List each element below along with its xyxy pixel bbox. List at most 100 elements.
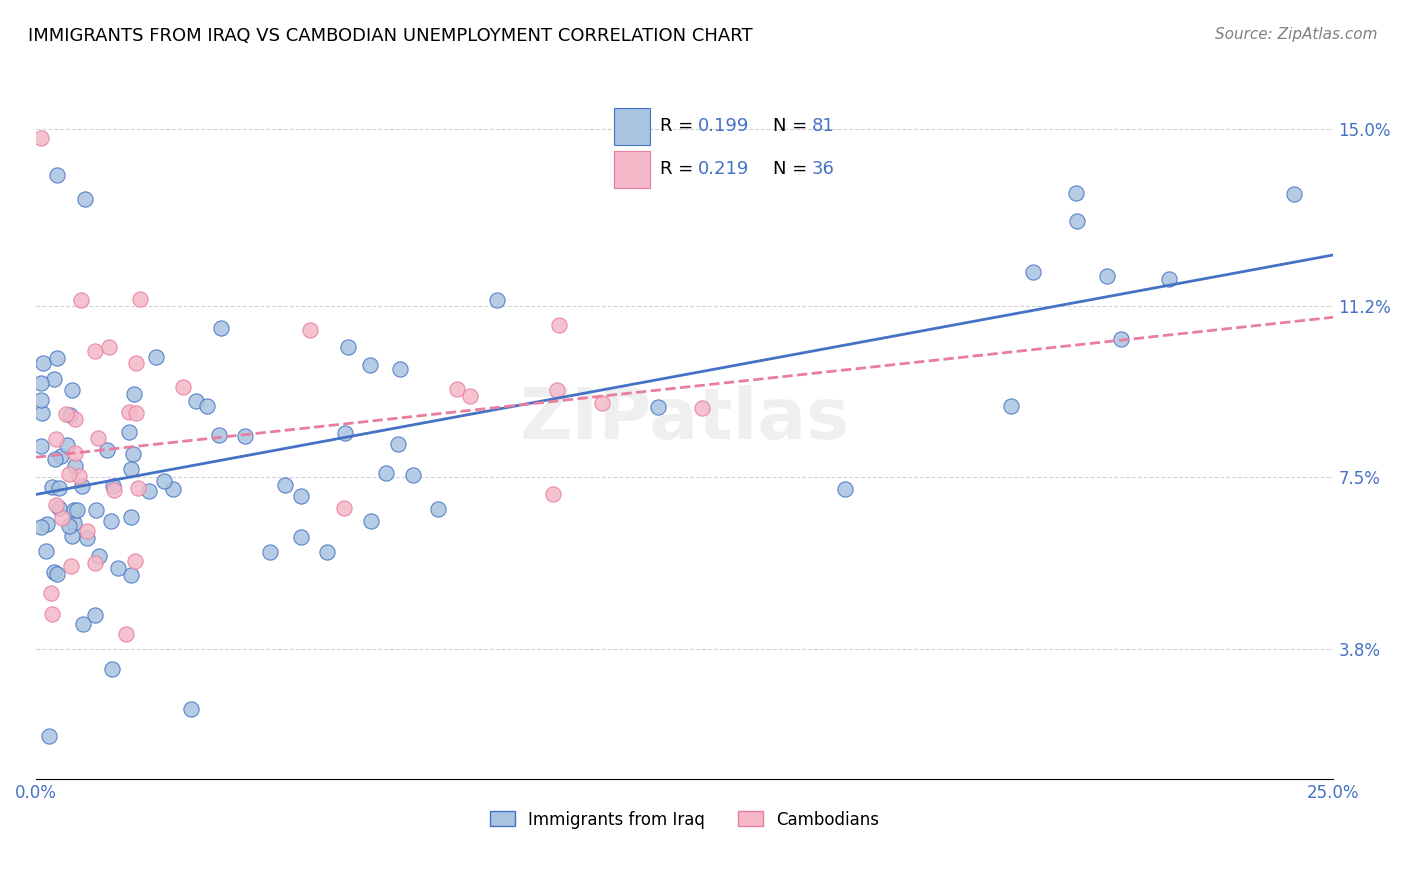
Point: [485, 293, 508, 308]
Point: [60, 529, 83, 543]
Point: [374, 466, 396, 480]
Text: 0.219: 0.219: [699, 160, 749, 178]
Point: [129, 293, 152, 307]
Point: [31, 406, 53, 420]
Point: [1109, 332, 1132, 346]
Point: [72, 616, 94, 631]
Point: [290, 489, 312, 503]
Point: [122, 447, 145, 461]
Point: [70, 293, 93, 307]
Point: [460, 389, 482, 403]
Text: 0.199: 0.199: [699, 117, 749, 135]
Point: [35, 516, 58, 531]
Point: [152, 474, 174, 488]
Point: [120, 509, 142, 524]
Point: [45, 498, 67, 512]
Point: [65, 412, 87, 426]
Point: [59, 559, 82, 574]
Point: [127, 481, 149, 495]
Point: [162, 483, 184, 497]
FancyBboxPatch shape: [614, 151, 650, 188]
Point: [67, 469, 90, 483]
Point: [58, 467, 80, 482]
Point: [42, 565, 65, 579]
Point: [63, 446, 86, 460]
Point: [76, 524, 98, 538]
Point: [647, 400, 669, 414]
Point: [1064, 186, 1087, 201]
Point: [114, 627, 136, 641]
Point: [125, 406, 148, 420]
Point: [73, 192, 96, 206]
Point: [1066, 214, 1088, 228]
Text: N =: N =: [773, 117, 813, 135]
Point: [46, 566, 69, 581]
Point: [197, 399, 219, 413]
Point: [48, 481, 70, 495]
Point: [45, 169, 67, 183]
Point: [76, 531, 98, 545]
Text: Source: ZipAtlas.com: Source: ZipAtlas.com: [1215, 27, 1378, 42]
Point: [84, 556, 107, 570]
Point: [118, 425, 141, 439]
Point: [125, 355, 148, 369]
Text: R =: R =: [659, 160, 699, 178]
Point: [541, 487, 564, 501]
Point: [83, 607, 105, 622]
Point: [359, 358, 381, 372]
Text: N =: N =: [773, 160, 813, 178]
Point: [84, 343, 107, 358]
Point: [30, 131, 52, 145]
Point: [30, 393, 52, 408]
Point: [332, 501, 354, 516]
Point: [1097, 268, 1119, 283]
Point: [337, 340, 360, 354]
Text: IMMIGRANTS FROM IRAQ VS CAMBODIAN UNEMPLOYMENT CORRELATION CHART: IMMIGRANTS FROM IRAQ VS CAMBODIAN UNEMPL…: [28, 27, 752, 45]
Point: [44, 452, 66, 467]
Point: [42, 372, 65, 386]
Point: [39, 586, 62, 600]
Point: [60, 383, 83, 397]
Point: [546, 383, 568, 397]
Point: [1157, 272, 1180, 286]
Point: [56, 438, 79, 452]
Point: [41, 607, 63, 622]
Point: [41, 480, 63, 494]
Point: [66, 502, 89, 516]
Point: [184, 393, 207, 408]
Text: R =: R =: [659, 117, 699, 135]
Point: [1282, 186, 1305, 201]
Point: [290, 530, 312, 544]
Point: [62, 503, 84, 517]
Point: [1000, 399, 1022, 413]
Point: [38, 729, 60, 743]
Text: 81: 81: [811, 117, 834, 135]
Point: [63, 458, 86, 473]
Point: [30, 520, 52, 534]
Point: [316, 544, 339, 558]
FancyBboxPatch shape: [614, 108, 650, 145]
Point: [101, 479, 124, 493]
Point: [1022, 265, 1045, 279]
Point: [124, 554, 146, 568]
Point: [98, 340, 121, 354]
Point: [172, 380, 194, 394]
Point: [259, 545, 281, 559]
Point: [34, 544, 56, 558]
Point: [180, 702, 202, 716]
Point: [120, 567, 142, 582]
Point: [690, 401, 713, 415]
Point: [145, 350, 167, 364]
Point: [118, 404, 141, 418]
Point: [62, 516, 84, 530]
Point: [299, 323, 322, 337]
Point: [138, 484, 160, 499]
Point: [591, 395, 613, 409]
Point: [58, 519, 80, 533]
Point: [48, 500, 70, 515]
Point: [427, 502, 450, 516]
Point: [402, 467, 425, 482]
Legend: Immigrants from Iraq, Cambodians: Immigrants from Iraq, Cambodians: [484, 804, 886, 835]
Point: [96, 442, 118, 457]
Point: [387, 437, 409, 451]
